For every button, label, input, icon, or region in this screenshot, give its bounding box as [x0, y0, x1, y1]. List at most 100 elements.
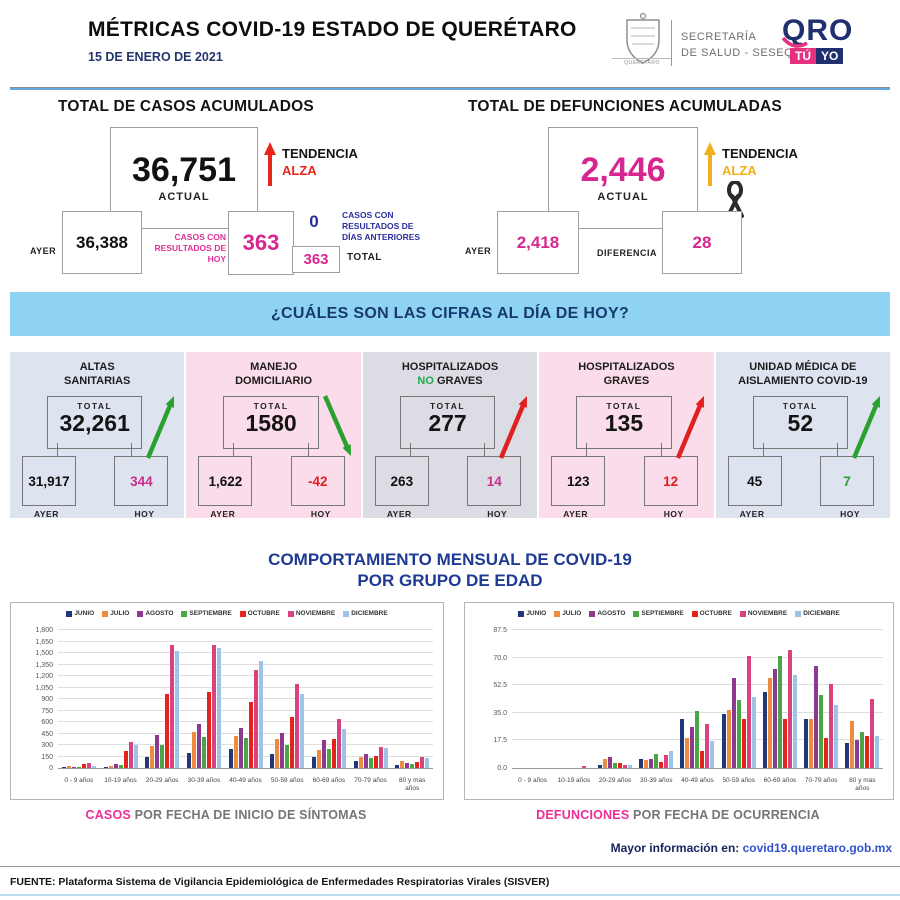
card-total-box: TOTAL 135: [576, 396, 672, 449]
card-hoy-label: HOY: [840, 509, 861, 519]
legend-item: OCTUBRE: [691, 610, 732, 617]
deaths-caption-accent: DEFUNCIONES: [536, 808, 630, 822]
card-total-value: 1580: [245, 410, 297, 436]
bar-noviembre: [829, 684, 834, 768]
legend-item: SEPTIEMBRE: [633, 610, 684, 617]
card-ayer-box: 263: [374, 456, 429, 506]
gridline: [58, 721, 433, 722]
y-axis-tick: 600: [41, 719, 53, 727]
x-axis-tick: 30-39 años: [640, 777, 673, 785]
card-total-box: TOTAL 1580: [223, 396, 319, 449]
bar-agosto: [731, 678, 736, 768]
card-title-line: HOSPITALIZADOS: [539, 361, 713, 375]
card-hoy-label: HOY: [310, 509, 331, 519]
bar-octubre: [248, 702, 253, 768]
bar-octubre: [782, 719, 787, 768]
card-trend-up-arrow-icon: [848, 390, 888, 466]
bar-octubre: [865, 736, 870, 768]
card-ayer-box: 45: [727, 456, 782, 506]
bar-diciembre: [628, 764, 633, 768]
bar-noviembre: [420, 757, 425, 768]
cases-trend-up-arrow-icon: [264, 142, 276, 186]
card-total-value: 277: [428, 410, 467, 436]
section-title-line1: COMPORTAMIENTO MENSUAL DE COVID-19: [268, 550, 632, 569]
bar-groups: [512, 630, 883, 768]
bar-diciembre: [300, 694, 305, 768]
bar-diciembre: [341, 729, 346, 768]
bar-septiembre: [76, 767, 81, 768]
cases-actual-value: 36,751: [132, 150, 236, 189]
card-manejo-domiciliario: MANEJO DOMICILIARIO TOTAL 1580 1,622 -42 AYER H…: [186, 352, 361, 519]
connector-left: [762, 443, 764, 456]
card-hoy-value: 14: [486, 473, 502, 489]
legend-item: DICIEMBRE: [795, 610, 840, 617]
bar-diciembre: [383, 748, 388, 768]
bar-group: [553, 630, 594, 768]
bar-junio: [228, 749, 233, 768]
legend-item: JUNIO: [66, 610, 94, 617]
card-title: HOSPITALIZADOS NO GRAVES: [363, 361, 537, 391]
plot: 0 150 300 450 600 750 900 1,050 1,200 1,350 1,500 1…: [35, 627, 433, 772]
card-title-line: MANEJO: [186, 361, 360, 375]
bar-julio: [767, 678, 772, 768]
bar-octubre: [415, 761, 420, 768]
section-title-line2: POR GRUPO DE EDAD: [357, 571, 543, 590]
bottom-accent-line: [0, 894, 900, 896]
bar-septiembre: [118, 764, 123, 768]
cases-heading: TOTAL DE CASOS ACUMULADOS: [58, 98, 314, 115]
bar-octubre: [618, 763, 623, 768]
bar-septiembre: [777, 656, 782, 768]
card-ayer-label: AYER: [563, 509, 589, 519]
card-title-segment: HOSPITALIZADOS: [578, 361, 675, 373]
bar-septiembre: [819, 695, 824, 768]
legend-chip-diciembre: [343, 610, 350, 617]
chart-legend: JUNIO JULIO AGOSTO SEPTIEMBRE OCTUBRE NOVIEMB…: [465, 603, 893, 617]
deaths-ayer-box: 2,418: [497, 211, 579, 274]
bar-julio: [66, 766, 71, 768]
bar-diciembre: [834, 704, 839, 768]
card-ayer-box: 123: [551, 456, 606, 506]
bar-group: [141, 630, 183, 768]
bar-junio: [598, 764, 603, 768]
gridline: [58, 698, 433, 699]
bar-julio: [150, 746, 155, 768]
card-hoy-value: 344: [130, 473, 153, 489]
gridline: [58, 640, 433, 642]
bar-julio: [850, 720, 855, 768]
bar-agosto: [608, 756, 613, 768]
connector-left: [586, 443, 588, 456]
y-axis-tick: 35.0: [493, 709, 507, 717]
deaths-actual-label: ACTUAL: [597, 191, 649, 204]
cases-ayer-box: 36,388: [62, 211, 142, 274]
bar-octubre: [81, 764, 86, 768]
card-title: UNIDAD MÉDICA DE AISLAMIENTO COVID-19: [716, 361, 890, 391]
yo-badge: YO: [816, 48, 844, 64]
bar-octubre: [824, 738, 829, 768]
x-axis-tick: 30-39 años: [187, 777, 221, 785]
card-total-label: TOTAL: [429, 401, 466, 411]
bar-octubre: [741, 719, 746, 768]
card-total-label: TOTAL: [253, 401, 289, 411]
bar-noviembre: [86, 763, 91, 768]
bar-noviembre: [295, 683, 300, 768]
more-info-link[interactable]: covid19.queretaro.gob.mx: [742, 841, 892, 855]
bar-diciembre: [792, 674, 797, 768]
legend-chip-noviembre: [287, 610, 294, 617]
deaths-caption-rest: POR FECHA DE OCURRENCIA: [629, 808, 820, 822]
card-ayer-label: AYER: [210, 509, 236, 519]
card-hoy-box: 7: [820, 456, 875, 506]
bar-group: [759, 630, 800, 768]
secretary-line2: DE SALUD - SESEQ: [681, 46, 794, 59]
legend-item: NOVIEMBRE: [739, 610, 787, 617]
y-axis-tick: 0.0: [497, 765, 507, 772]
legend-item: SEPTIEMBRE: [181, 610, 232, 617]
bar-diciembre: [710, 741, 715, 768]
connector-right: [660, 443, 662, 456]
connector-right: [131, 443, 133, 456]
y-axis-tick: 750: [41, 707, 53, 715]
bar-junio: [353, 761, 358, 768]
y-axis-tick: 1,200: [35, 673, 53, 681]
legend-item: AGOSTO: [589, 610, 625, 617]
gridline: [512, 656, 883, 658]
